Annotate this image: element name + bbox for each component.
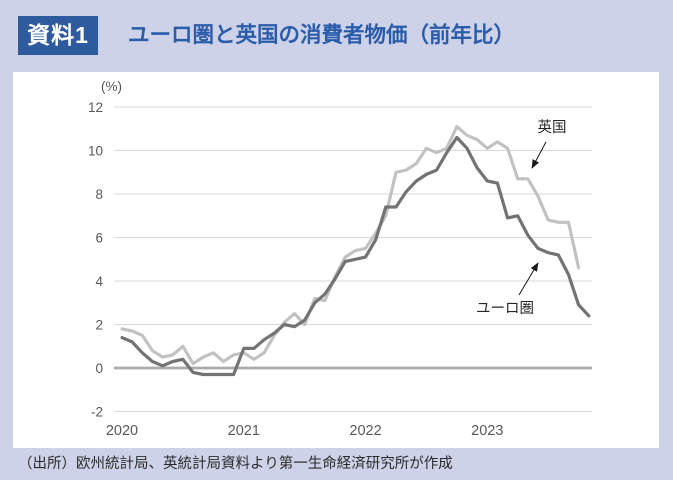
x-tick-label: 2022 bbox=[349, 423, 381, 439]
header: 資料1 ユーロ圏と英国の消費者物価（前年比） bbox=[0, 0, 673, 72]
source-note: （出所）欧州統計局、英統計局資料より第一生命経済研究所が作成 bbox=[18, 456, 453, 472]
y-tick-label: 2 bbox=[95, 318, 103, 333]
x-tick-label: 2023 bbox=[471, 423, 503, 439]
y-tick-label: 8 bbox=[95, 187, 103, 202]
eurozone-series-line bbox=[120, 135, 591, 377]
y-tick-label: 6 bbox=[95, 231, 103, 246]
uk-series-line bbox=[120, 124, 581, 366]
y-axis-tick-labels: 12 10 8 6 4 2 0 -2 bbox=[88, 100, 104, 420]
page-title: ユーロ圏と英国の消費者物価（前年比） bbox=[128, 23, 516, 47]
series-lines bbox=[120, 124, 591, 377]
x-axis-tick-labels: 2020 2021 2022 2023 bbox=[106, 423, 504, 439]
y-axis-unit-label: (%) bbox=[101, 79, 122, 94]
y-tick-label: 0 bbox=[95, 361, 103, 376]
chart-panel: (%) 12 10 8 6 4 2 0 -2 2020 2021 2022 2023 英国 ユーロ圏 bbox=[13, 72, 659, 448]
eurozone-annotation-arrow bbox=[518, 262, 539, 296]
x-tick-label: 2020 bbox=[106, 423, 138, 439]
y-tick-label: 4 bbox=[95, 274, 103, 289]
x-tick-label: 2021 bbox=[228, 423, 260, 439]
y-tick-label: -2 bbox=[91, 405, 103, 420]
uk-annotation-arrow bbox=[531, 141, 547, 169]
eurozone-annotation-label: ユーロ圏 bbox=[476, 301, 534, 317]
uk-annotation: 英国 bbox=[531, 118, 567, 169]
document-badge: 資料1 bbox=[18, 16, 98, 55]
y-tick-label: 10 bbox=[88, 144, 103, 159]
gridlines bbox=[114, 106, 592, 412]
eurozone-annotation: ユーロ圏 bbox=[476, 262, 539, 317]
y-tick-label: 12 bbox=[88, 100, 103, 115]
uk-annotation-label: 英国 bbox=[538, 118, 567, 136]
line-chart: (%) 12 10 8 6 4 2 0 -2 2020 2021 2022 2023 英国 ユーロ圏 bbox=[88, 79, 592, 439]
